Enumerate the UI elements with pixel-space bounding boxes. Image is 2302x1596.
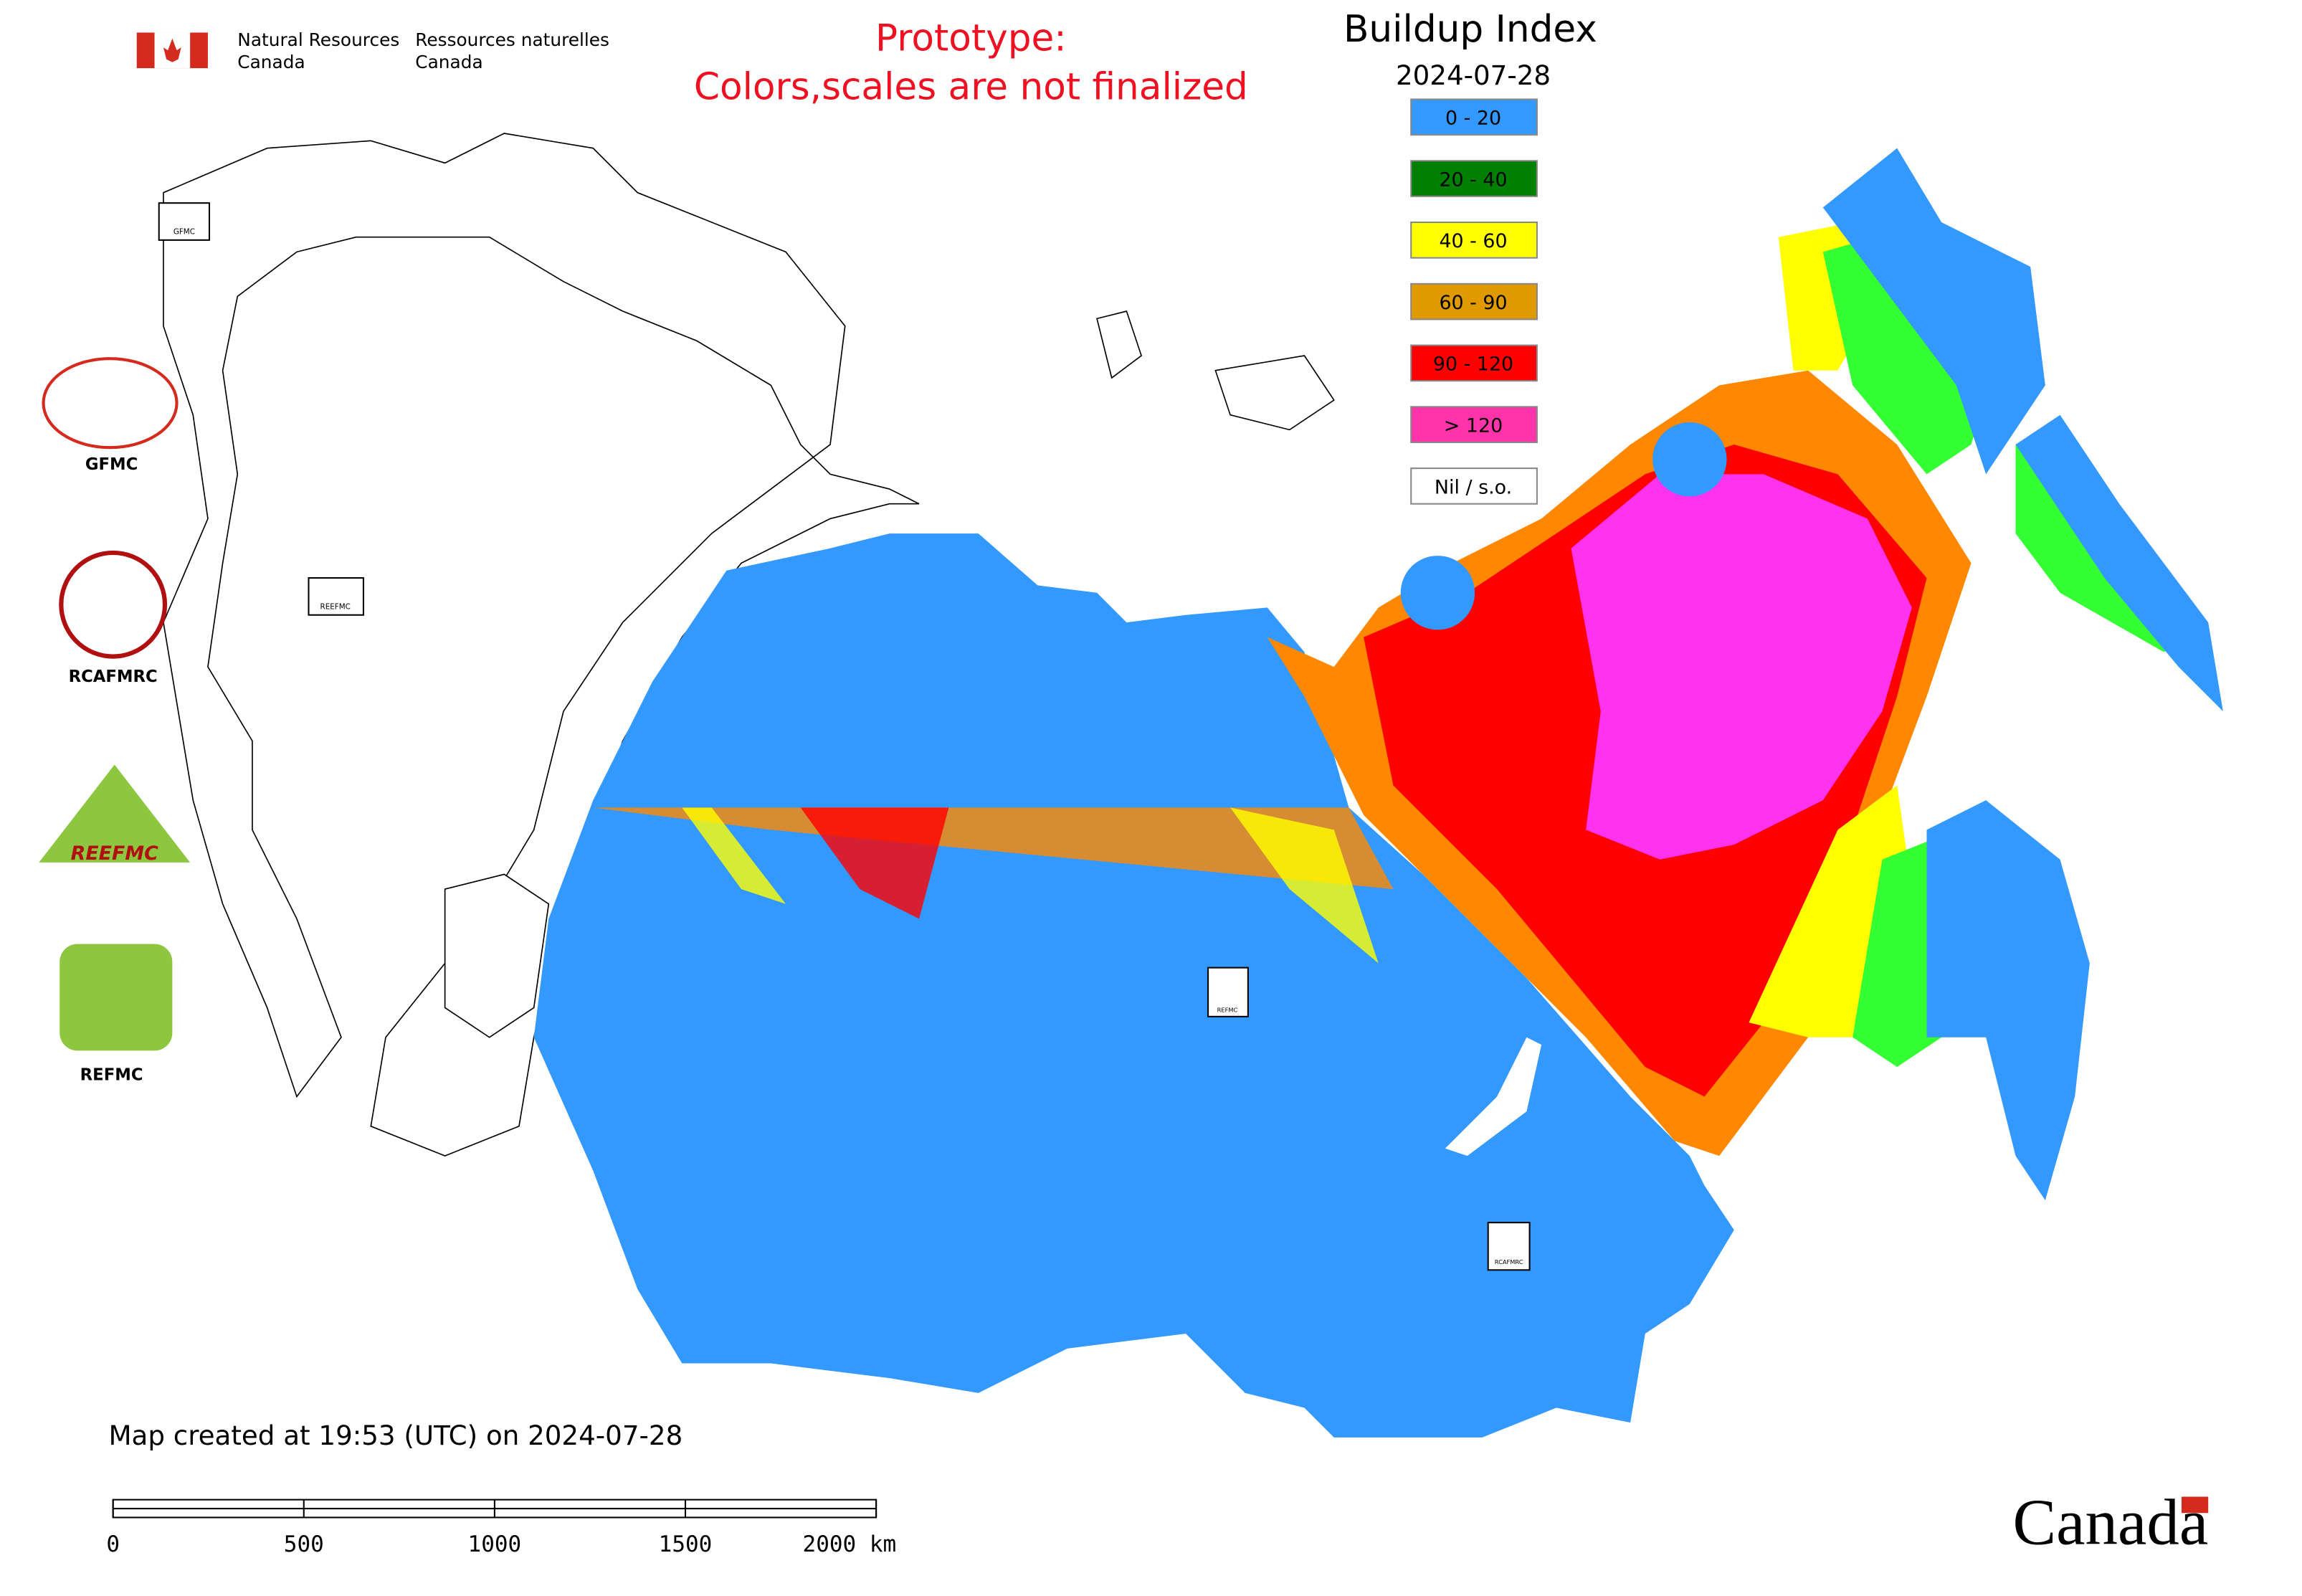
logo-label: RCAFMRC <box>69 668 158 686</box>
title: Buildup Index <box>1343 8 1597 51</box>
legend-swatch <box>1410 467 1538 505</box>
legend-label: Nil / s.o. <box>1435 476 1512 498</box>
legend-swatch <box>1410 160 1538 197</box>
wordmark-flag <box>2181 1496 2209 1514</box>
logo <box>59 550 168 659</box>
legend-swatch <box>1410 98 1538 136</box>
zone-40-60 <box>1749 222 1912 1037</box>
legend-label: 0 - 20 <box>1445 108 1501 130</box>
org-fr: Ressources naturelles <box>415 29 609 50</box>
marker-label: GFMC <box>173 228 195 237</box>
legend: 0 - 20 20 - 40 40 - 60 60 - 90 90 - 120 > 120… <box>1410 98 1538 505</box>
zone-green <box>1822 222 2194 1068</box>
lake <box>1445 1037 1542 1156</box>
zone-band <box>593 807 1394 890</box>
logo <box>60 944 173 1051</box>
zone-low-east <box>1822 148 2223 1201</box>
legend-label: 60 - 90 <box>1439 292 1507 314</box>
zone-low <box>533 533 1734 1438</box>
scale-label: 2000 km <box>803 1531 897 1557</box>
zone-low-patch <box>1400 556 1475 630</box>
legend-swatch <box>1410 344 1538 382</box>
marker-label: RCAFMRC <box>1495 1258 1523 1265</box>
legend-label: 40 - 60 <box>1439 230 1507 252</box>
notice: Colors,scales are not finalized <box>694 65 1248 108</box>
legend-swatch <box>1410 282 1538 320</box>
legend-label: > 120 <box>1444 414 1503 437</box>
zone-low-patch <box>1652 422 1727 497</box>
arctic-island <box>1214 355 1335 431</box>
scale-label: 1000 <box>468 1531 522 1557</box>
wordmark: Canada <box>2013 1486 2209 1559</box>
legend-label: 90 - 120 <box>1433 353 1513 376</box>
arctic-island <box>1096 310 1143 379</box>
scale-label: 0 <box>106 1531 120 1557</box>
created-note: Map created at 19:53 (UTC) on 2024-07-28 <box>108 1420 682 1451</box>
org-en: Natural Resources <box>237 29 399 50</box>
logo-label: REFMC <box>80 1066 143 1085</box>
marker-label: REFMC <box>1217 1007 1238 1014</box>
org-en: Canada <box>237 52 305 72</box>
logo-label: GFMC <box>85 455 138 474</box>
date: 2024-07-28 <box>1396 60 1551 91</box>
scale-bar: 0 500 1000 1500 2000 km <box>106 1498 897 1557</box>
org-fr: Canada <box>415 52 482 72</box>
logo-label: REEFMC <box>71 842 158 865</box>
legend-label: 20 - 40 <box>1439 168 1507 191</box>
scale-label: 1500 <box>659 1531 713 1557</box>
marker-group: GFMC REEFMC REFMC RCAFMRC <box>158 202 1531 1271</box>
marker-label: REEFMC <box>320 602 351 611</box>
region-outline <box>444 873 550 1038</box>
logo <box>39 764 191 863</box>
zone-band <box>800 807 949 919</box>
zone-over-120 <box>1571 474 1912 860</box>
notice: Prototype: <box>875 16 1067 60</box>
legend-swatch <box>1410 221 1538 259</box>
maple-leaf <box>163 38 181 62</box>
legend-swatch <box>1410 406 1538 443</box>
scale-label: 500 <box>284 1531 324 1557</box>
logo <box>42 357 179 450</box>
